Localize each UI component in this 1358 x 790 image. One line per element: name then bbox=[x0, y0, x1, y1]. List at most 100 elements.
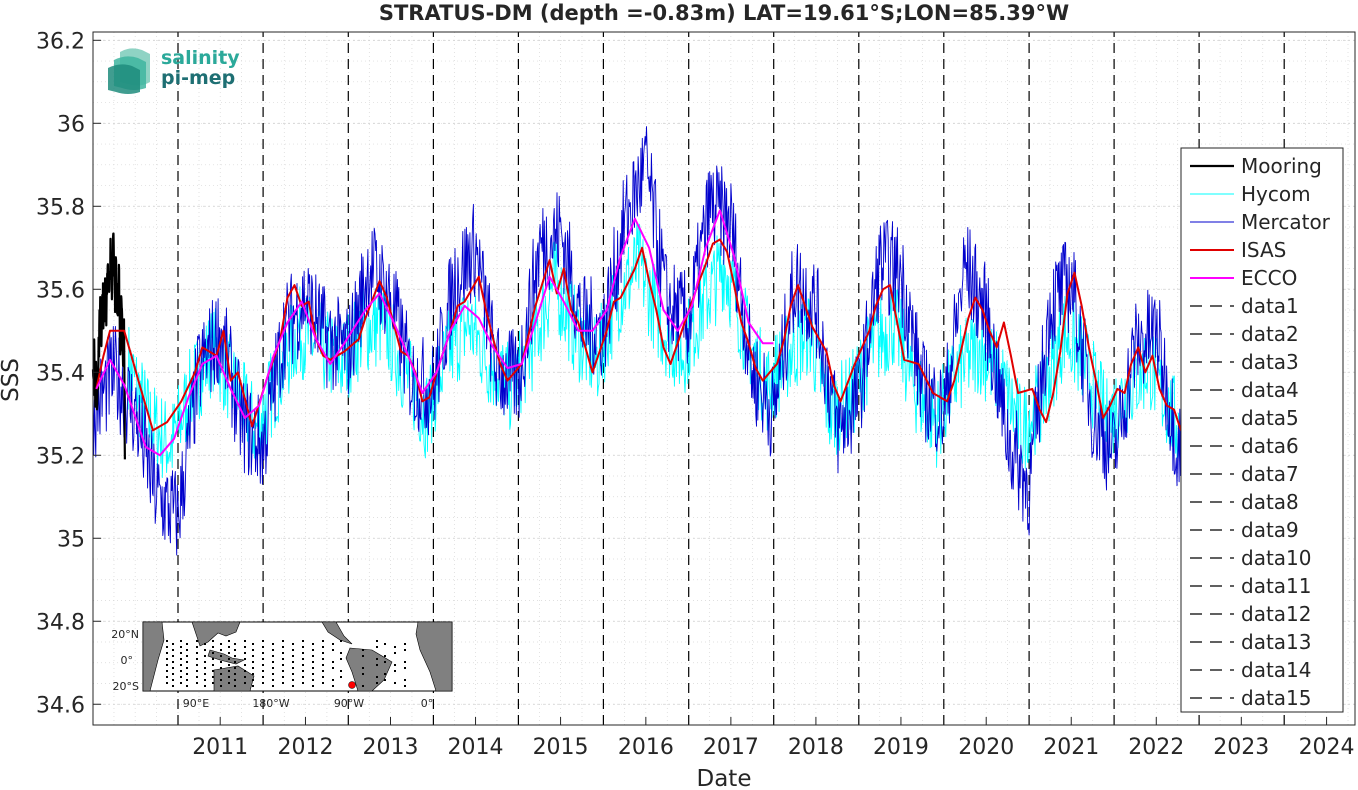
inset-buoy-dot bbox=[272, 673, 274, 675]
inset-buoy-dot bbox=[322, 670, 324, 672]
inset-buoy-dot bbox=[172, 685, 174, 687]
inset-buoy-dot bbox=[186, 679, 188, 681]
inset-buoy-dot bbox=[180, 670, 182, 672]
inset-buoy-dot bbox=[404, 643, 406, 645]
inset-buoy-dot bbox=[322, 664, 324, 666]
inset-buoy-dot bbox=[172, 643, 174, 645]
x-axis-ticks: 2011 2012 2013 2014 2015 2016 2017 2018 2019 2020… bbox=[192, 717, 1355, 760]
inset-buoy-dot bbox=[234, 667, 236, 669]
inset-buoy-dot bbox=[332, 643, 334, 645]
inset-buoy-dot bbox=[384, 673, 386, 675]
inset-buoy-dot bbox=[204, 655, 206, 657]
inset-buoy-dot bbox=[394, 646, 396, 648]
inset-buoy-dot bbox=[340, 658, 342, 660]
inset-land-east bbox=[415, 621, 453, 692]
inset-buoy-dot bbox=[282, 664, 284, 666]
inset-buoy-dot bbox=[282, 646, 284, 648]
inset-buoy-dot bbox=[244, 646, 246, 648]
inset-buoy-dot bbox=[340, 652, 342, 654]
inset-buoy-dot bbox=[282, 652, 284, 654]
inset-buoy-dot bbox=[166, 670, 168, 672]
inset-buoy-dot bbox=[166, 646, 168, 648]
inset-buoy-dot bbox=[204, 673, 206, 675]
inset-buoy-dot bbox=[312, 655, 314, 657]
inset-xlabel-180w: 180°W bbox=[252, 697, 289, 710]
inset-buoy-dot bbox=[186, 673, 188, 675]
legend-label-data14: data14 bbox=[1241, 658, 1312, 682]
inset-mooring-array bbox=[166, 640, 406, 687]
inset-buoy-dot bbox=[282, 658, 284, 660]
inset-buoy-dot bbox=[180, 652, 182, 654]
inset-buoy-dot bbox=[272, 655, 274, 657]
inset-buoy-dot bbox=[404, 649, 406, 651]
inset-buoy-dot bbox=[172, 661, 174, 663]
inset-buoy-dot bbox=[376, 664, 378, 666]
inset-buoy-dot bbox=[228, 652, 230, 654]
inset-buoy-dot bbox=[292, 667, 294, 669]
inset-buoy-dot bbox=[322, 646, 324, 648]
legend-label-data6: data6 bbox=[1241, 434, 1299, 458]
inset-buoy-dot bbox=[332, 679, 334, 681]
inset-buoy-dot bbox=[180, 640, 182, 642]
inset-buoy-dot bbox=[322, 652, 324, 654]
inset-ylabel-20n: 20°N bbox=[111, 628, 139, 641]
inset-buoy-dot bbox=[302, 646, 304, 648]
inset-buoy-dot bbox=[362, 655, 364, 657]
inset-buoy-dot bbox=[244, 676, 246, 678]
inset-buoy-dot bbox=[212, 646, 214, 648]
inset-buoy-dot bbox=[362, 649, 364, 651]
inset-buoy-dot bbox=[272, 661, 274, 663]
inset-buoy-dot bbox=[394, 664, 396, 666]
inset-buoy-dot bbox=[196, 640, 198, 642]
inset-buoy-dot bbox=[204, 643, 206, 645]
inset-map: 20°N 0° 20°S 90°E 180°W 90°W 0° bbox=[111, 621, 453, 710]
inset-buoy-dot bbox=[196, 676, 198, 678]
inset-buoy-dot bbox=[302, 640, 304, 642]
inset-buoy-dot bbox=[262, 658, 264, 660]
inset-buoy-dot bbox=[212, 664, 214, 666]
inset-buoy-dot bbox=[384, 643, 386, 645]
inset-buoy-dot bbox=[212, 652, 214, 654]
inset-buoy-dot bbox=[340, 670, 342, 672]
inset-buoy-dot bbox=[220, 661, 222, 663]
inset-buoy-dot bbox=[312, 679, 314, 681]
inset-buoy-dot bbox=[244, 652, 246, 654]
inset-buoy-dot bbox=[272, 649, 274, 651]
inset-land-south-america bbox=[345, 647, 393, 692]
y-axis-ticks: 34.6 34.8 35 35.2 35.4 35.6 35.8 36 36.2 bbox=[36, 29, 101, 718]
inset-buoy-dot bbox=[362, 673, 364, 675]
inset-buoy-dot bbox=[292, 655, 294, 657]
inset-buoy-dot bbox=[384, 679, 386, 681]
legend-label-data3: data3 bbox=[1241, 350, 1299, 374]
inset-buoy-dot bbox=[228, 676, 230, 678]
chart-title: STRATUS-DM (depth =-0.83m) LAT=19.61°S;L… bbox=[379, 1, 1069, 25]
y-tick-label: 35.6 bbox=[36, 278, 85, 303]
inset-buoy-dot bbox=[228, 682, 230, 684]
inset-buoy-dot bbox=[234, 649, 236, 651]
x-tick-label: 2014 bbox=[448, 735, 504, 760]
legend-label-ecco: ECCO bbox=[1241, 266, 1297, 290]
inset-buoy-dot bbox=[292, 673, 294, 675]
inset-ylabel-0: 0° bbox=[121, 654, 134, 667]
inset-buoy-dot bbox=[404, 685, 406, 687]
inset-buoy-dot bbox=[234, 655, 236, 657]
inset-buoy-dot bbox=[376, 646, 378, 648]
inset-buoy-dot bbox=[302, 664, 304, 666]
inset-buoy-dot bbox=[332, 661, 334, 663]
inset-buoy-dot bbox=[312, 661, 314, 663]
inset-buoy-dot bbox=[166, 664, 168, 666]
inset-buoy-dot bbox=[292, 661, 294, 663]
inset-buoy-dot bbox=[220, 673, 222, 675]
y-tick-label: 36.2 bbox=[36, 29, 85, 54]
inset-buoy-dot bbox=[252, 643, 254, 645]
inset-buoy-dot bbox=[220, 679, 222, 681]
logo-line2: pi-mep bbox=[161, 67, 235, 89]
inset-buoy-dot bbox=[220, 667, 222, 669]
inset-buoy-dot bbox=[292, 679, 294, 681]
inset-buoy-dot bbox=[186, 649, 188, 651]
inset-xlabel-0: 0° bbox=[421, 697, 434, 710]
inset-xlabel-90w: 90°W bbox=[334, 697, 364, 710]
inset-buoy-dot bbox=[244, 640, 246, 642]
inset-buoy-dot bbox=[228, 640, 230, 642]
inset-buoy-dot bbox=[302, 682, 304, 684]
